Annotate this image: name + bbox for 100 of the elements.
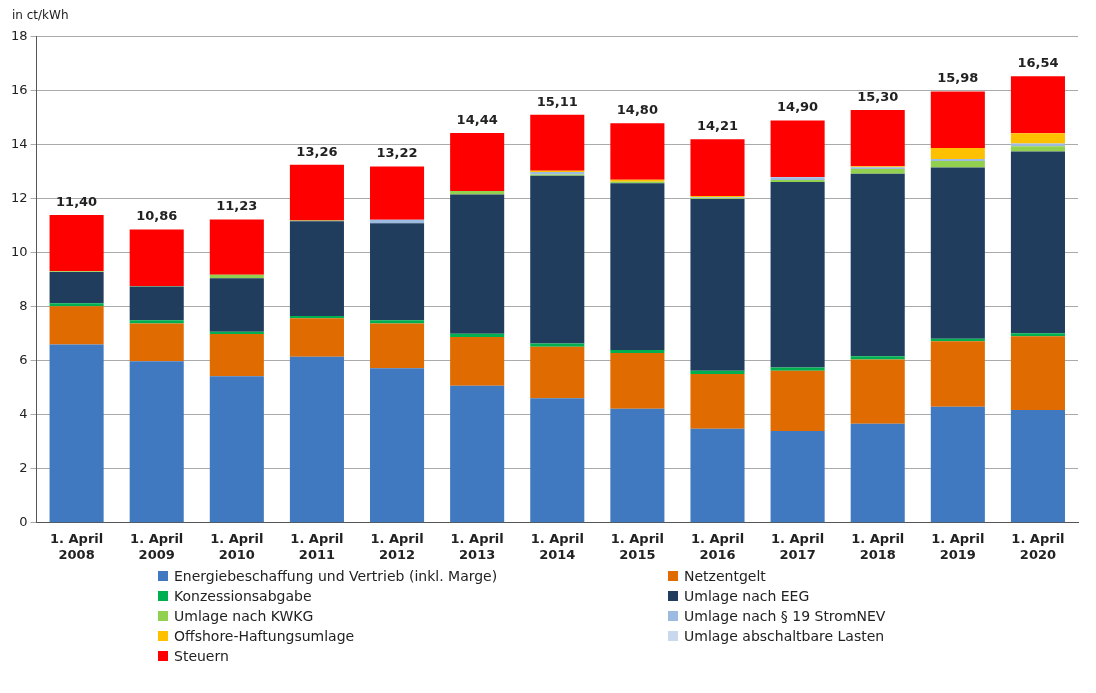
legend-label: Umlage nach EEG xyxy=(684,588,810,604)
bar xyxy=(850,356,905,360)
bar xyxy=(850,359,905,424)
x-tick-label: 1. April 2019 xyxy=(931,530,985,562)
y-tick-label: 10 xyxy=(11,244,28,260)
bar xyxy=(770,367,825,371)
bar xyxy=(690,370,745,375)
y-tick-label: 18 xyxy=(11,28,28,44)
bar xyxy=(129,361,184,523)
bar xyxy=(930,91,985,149)
bar xyxy=(930,148,985,160)
x-tick-label: 1. April 2008 xyxy=(50,530,104,562)
bar xyxy=(850,173,905,357)
bar xyxy=(770,182,825,368)
legend-label: Umlage nach KWKG xyxy=(174,608,314,624)
bar xyxy=(289,315,344,319)
legend-label: Energiebeschaffung und Vertrieb (inkl. Marge) xyxy=(174,568,498,584)
bar xyxy=(530,398,585,523)
bar xyxy=(690,428,745,523)
bar xyxy=(129,323,184,362)
bar xyxy=(530,175,585,344)
bar xyxy=(690,199,745,371)
bar xyxy=(450,132,505,191)
bar xyxy=(49,306,104,345)
y-tick-label: 16 xyxy=(11,82,28,98)
bar xyxy=(1010,151,1065,334)
bar xyxy=(530,346,585,399)
bar xyxy=(129,286,184,321)
bar xyxy=(370,320,425,324)
bar xyxy=(370,368,425,523)
bar xyxy=(1010,76,1065,134)
y-tick-label: 14 xyxy=(11,136,28,152)
total-label: 11,40 xyxy=(56,193,98,209)
bar xyxy=(610,183,665,350)
bar xyxy=(850,169,905,174)
bar xyxy=(1010,336,1065,410)
x-tick-label: 1. April 2011 xyxy=(290,530,344,562)
bar xyxy=(770,431,825,523)
bar xyxy=(370,223,425,321)
bar xyxy=(450,337,505,386)
bar xyxy=(690,374,745,429)
bar xyxy=(129,229,184,287)
bar xyxy=(1010,409,1065,523)
total-label: 10,86 xyxy=(136,208,178,224)
bar xyxy=(49,303,104,307)
x-tick-label: 1. April 2018 xyxy=(851,530,905,562)
bar xyxy=(1010,333,1065,337)
bar xyxy=(370,166,425,220)
bar xyxy=(209,334,264,377)
total-label: 15,11 xyxy=(536,93,578,109)
bar xyxy=(850,109,905,167)
bar xyxy=(450,333,505,338)
total-label: 14,80 xyxy=(616,102,658,118)
x-tick-label: 1. April 2012 xyxy=(370,530,424,562)
total-label: 13,22 xyxy=(376,145,418,161)
legend-label: Konzessionsabgabe xyxy=(174,588,312,604)
bar xyxy=(770,370,825,431)
total-label: 14,44 xyxy=(456,111,498,127)
total-label: 11,23 xyxy=(216,198,258,214)
bar xyxy=(770,120,825,177)
x-tick-label: 1. April 2013 xyxy=(450,530,504,562)
total-label: 16,54 xyxy=(1017,55,1059,71)
x-tick-label: 1. April 2015 xyxy=(610,530,664,562)
total-label: 13,26 xyxy=(296,143,338,159)
bar xyxy=(1010,143,1065,147)
bar xyxy=(209,219,264,275)
total-label: 14,90 xyxy=(777,99,819,115)
legend-label: Netzentgelt xyxy=(684,568,766,584)
bar xyxy=(610,408,665,523)
x-tick-label: 1. April 2009 xyxy=(130,530,184,562)
x-tick-label: 1. April 2016 xyxy=(690,530,745,562)
total-label: 15,30 xyxy=(857,88,899,104)
bar xyxy=(289,164,344,221)
y-tick-label: 0 xyxy=(19,514,28,530)
legend-label: Offshore-Haftungsumlage xyxy=(174,628,355,644)
bar xyxy=(289,318,344,357)
bar xyxy=(370,323,425,369)
bar xyxy=(209,376,264,523)
legend-label: Steuern xyxy=(174,648,229,664)
x-tick-label: 1. April 2010 xyxy=(210,530,264,562)
y-tick-label: 6 xyxy=(19,352,28,368)
bar xyxy=(610,350,665,353)
x-tick-label: 1. April 2020 xyxy=(1011,530,1065,562)
legend-label: Umlage nach § 19 StromNEV xyxy=(684,608,886,624)
x-tick-label: 1. April 2017 xyxy=(771,530,825,562)
y-tick-label: 2 xyxy=(19,460,28,476)
bar xyxy=(49,215,104,272)
bar xyxy=(690,139,745,197)
bar xyxy=(1010,146,1065,152)
bar xyxy=(49,271,104,304)
bar xyxy=(850,423,905,523)
y-tick-label: 8 xyxy=(19,298,28,314)
x-tick-label: 1. April 2014 xyxy=(530,530,584,562)
bar xyxy=(930,341,985,407)
bar xyxy=(610,123,665,180)
bar xyxy=(930,406,985,523)
bar xyxy=(289,221,344,316)
bar xyxy=(930,161,985,168)
bar xyxy=(610,352,665,409)
bar xyxy=(930,167,985,339)
